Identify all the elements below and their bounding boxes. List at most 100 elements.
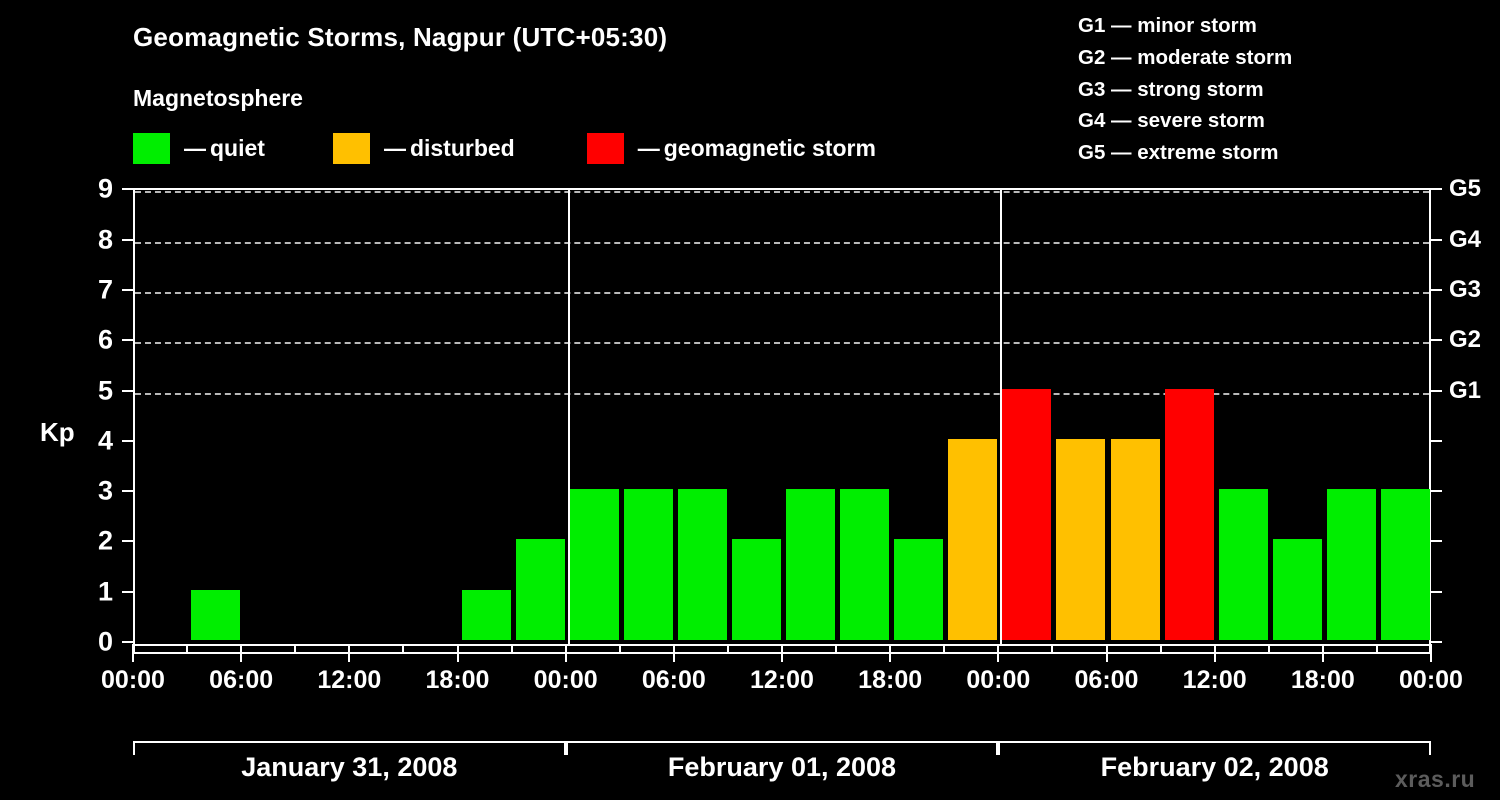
y-tick [122, 490, 133, 493]
legend-dash: — [184, 135, 206, 161]
y-tick-right [1431, 288, 1442, 291]
bar [786, 489, 836, 640]
y-tick-label: 5 [97, 375, 113, 405]
x-tick-minor [726, 644, 729, 654]
bar [1056, 438, 1106, 640]
g-scale-row: G2 — moderate storm [1078, 45, 1293, 69]
day-separator [567, 190, 570, 644]
x-tick-label: 12:00 [317, 666, 382, 694]
x-tick-major [240, 644, 243, 662]
gridline [135, 241, 1429, 244]
magnetosphere-label: Magnetosphere [133, 85, 303, 111]
x-tick-minor [1375, 644, 1378, 654]
y-tick-right [1431, 540, 1442, 543]
bar-series [135, 190, 1430, 652]
x-tick-minor [510, 644, 513, 654]
g-level-label: G2 [1449, 326, 1482, 354]
bar [461, 589, 511, 640]
x-tick-label: 06:00 [209, 666, 274, 694]
x-tick-major [997, 644, 1000, 662]
x-tick-minor [1267, 644, 1270, 654]
bar [731, 539, 781, 640]
g-scale-row: G3 — strong storm [1078, 77, 1264, 101]
y-tick-label: 9 [97, 173, 113, 204]
bar [1110, 438, 1160, 640]
date-bracket [998, 741, 1431, 755]
x-tick-minor [186, 644, 189, 654]
x-tick-major [1430, 644, 1432, 662]
x-tick-label: 06:00 [1074, 666, 1139, 694]
bar [623, 489, 673, 640]
x-tick-major [348, 644, 351, 662]
y-tick [122, 590, 133, 593]
y-tick-label: 6 [97, 324, 113, 355]
x-tick-label: 00:00 [1399, 666, 1463, 694]
x-tick-major [889, 644, 892, 662]
x-tick-minor [1159, 644, 1162, 654]
x-tick-major [1213, 644, 1216, 662]
green-swatch-icon [133, 133, 170, 164]
legend-label-quiet: quiet [210, 135, 265, 161]
g-level-label: G4 [1449, 225, 1482, 253]
y-tick-label: 3 [97, 475, 113, 506]
x-tick-major [1105, 644, 1108, 662]
x-tick-label: 18:00 [858, 666, 923, 694]
date-label: February 02, 2008 [1100, 752, 1329, 782]
bar [1164, 388, 1214, 640]
legend-label-disturbed: disturbed [409, 135, 515, 161]
bar [191, 589, 241, 640]
y-tick [122, 389, 133, 392]
page-title: Geomagnetic Storms, Nagpur (UTC+05:30) [133, 22, 668, 52]
y-tick [122, 439, 133, 442]
gridline [135, 291, 1429, 294]
y-tick [122, 188, 133, 191]
bar [1272, 539, 1322, 640]
bar [677, 489, 727, 640]
red-swatch-icon [586, 133, 624, 164]
bar [1002, 388, 1052, 640]
watermark: xras.ru [1395, 766, 1476, 792]
y-tick-label: 1 [97, 576, 113, 607]
y-tick-right [1431, 389, 1442, 392]
x-tick-label: 00:00 [101, 666, 165, 694]
date-bracket [565, 741, 999, 755]
x-tick-minor [294, 644, 297, 654]
bar [840, 489, 890, 640]
x-tick-major [1321, 644, 1324, 662]
bar [569, 489, 619, 640]
y-tick [122, 339, 133, 342]
legend-label-storm: geomagnetic storm [663, 135, 876, 161]
x-tick-minor [1051, 644, 1054, 654]
date-label: February 01, 2008 [667, 752, 897, 782]
y-tick [122, 641, 133, 643]
y-tick [122, 238, 133, 241]
g-level-label: G3 [1449, 275, 1482, 303]
legend-dash: — [383, 135, 406, 161]
x-tick-minor [618, 644, 621, 654]
y-tick-label: 2 [97, 525, 113, 556]
x-tick-label: 00:00 [533, 666, 598, 694]
x-tick-label: 12:00 [750, 666, 814, 694]
y-tick-right [1431, 439, 1442, 442]
y-tick [122, 540, 133, 543]
g-level-label: G5 [1449, 175, 1482, 203]
g-scale-row: G4 — severe storm [1078, 109, 1265, 133]
date-label: January 31, 2008 [241, 752, 458, 782]
y-axis-title: Kp [40, 417, 75, 447]
x-tick-label: 18:00 [1290, 666, 1355, 694]
x-tick-major [132, 644, 134, 662]
x-tick-minor [943, 644, 946, 654]
orange-swatch-icon [332, 133, 370, 164]
g-scale-legend: G1 — minor storm G2 — moderate storm G3 … [1078, 10, 1292, 169]
y-tick-right [1431, 238, 1442, 241]
gridline [135, 392, 1429, 395]
x-tick-label: 06:00 [641, 666, 706, 694]
x-tick-label: 00:00 [966, 666, 1031, 694]
legend-dash: — [637, 135, 660, 161]
bar [1326, 489, 1376, 640]
y-tick-label: 4 [97, 425, 113, 456]
y-tick-right [1431, 339, 1442, 342]
day-separator [1000, 190, 1003, 644]
y-tick-right [1431, 490, 1442, 493]
bar [1380, 489, 1430, 640]
